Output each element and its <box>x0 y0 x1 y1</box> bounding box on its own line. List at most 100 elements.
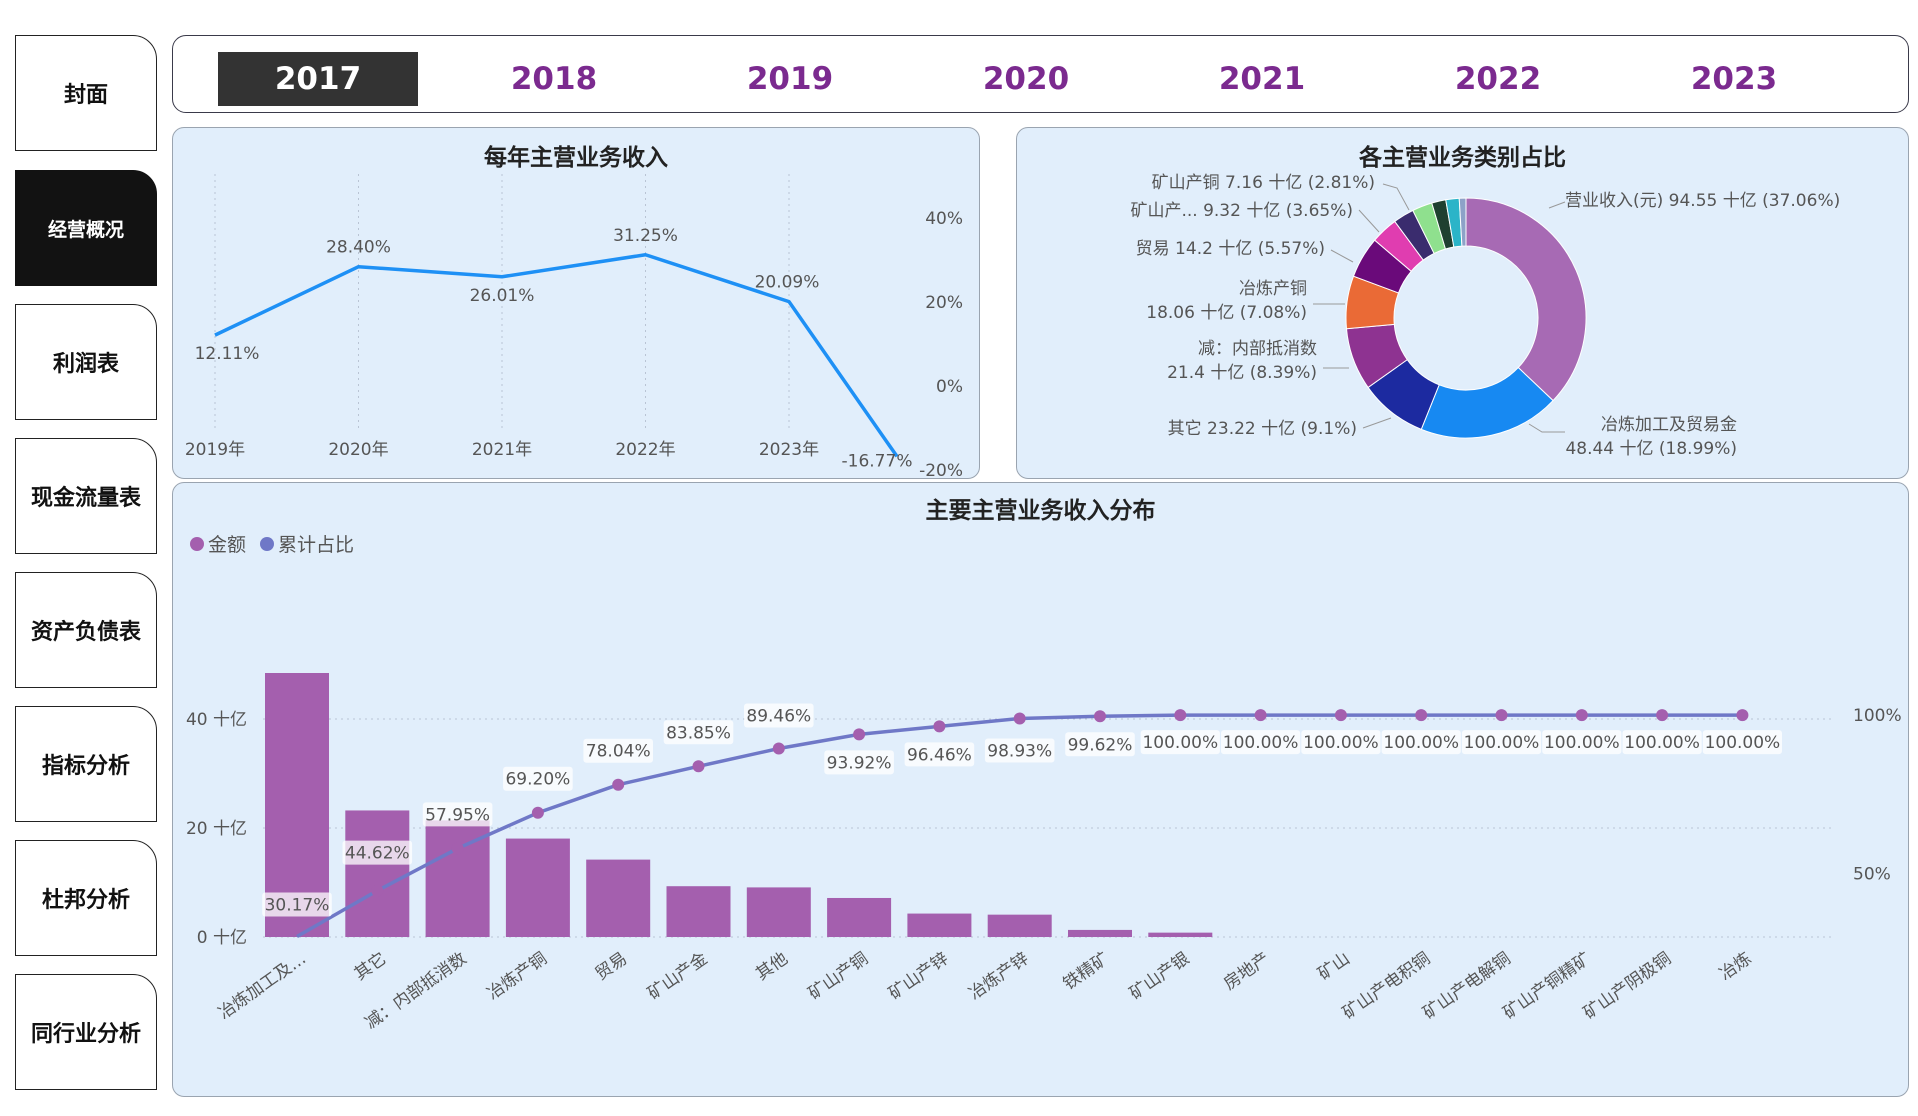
pareto-label-bg <box>984 738 1055 763</box>
nav-item-3[interactable]: 利润表 <box>15 304 157 420</box>
pareto-x-tick: 房地产 <box>1220 949 1273 995</box>
pareto-bar[interactable] <box>907 913 972 937</box>
pareto-cumulative-label: 89.46% <box>746 707 811 727</box>
pareto-cumulative-point[interactable] <box>1736 709 1749 722</box>
pareto-bar[interactable] <box>1068 929 1132 937</box>
pareto-cumulative-point[interactable] <box>933 720 946 733</box>
pareto-label-bg <box>1381 730 1461 755</box>
pareto-cumulative-label: 44.62% <box>345 844 410 864</box>
nav-item-2[interactable]: 经营概况 <box>15 170 157 286</box>
pareto-x-tick: 矿山产阴极铜 <box>1580 949 1675 1024</box>
pareto-label-bg <box>1065 732 1135 757</box>
donut-slice[interactable] <box>1465 197 1587 402</box>
pareto-cumulative-point[interactable] <box>692 760 705 773</box>
line-y-tick: -20% <box>919 461 963 478</box>
pareto-cumulative-label: 100.00% <box>1383 733 1459 753</box>
pareto-cumulative-point[interactable] <box>1013 712 1026 725</box>
pareto-x-tick: 冶炼加工及… <box>215 949 310 1024</box>
pareto-cumulative-point[interactable] <box>451 842 464 855</box>
year-tab-2017[interactable]: 2017 <box>218 52 418 106</box>
donut-label: 其它 23.22 十亿 (9.1%) <box>1168 419 1357 439</box>
line-data-label: 20.09% <box>755 273 820 293</box>
pareto-cumulative-point[interactable] <box>1254 709 1267 722</box>
pareto-bar[interactable] <box>666 886 731 937</box>
nav-item-1[interactable]: 封面 <box>15 35 157 151</box>
line-series <box>214 253 899 458</box>
pareto-label-bg <box>1221 730 1301 755</box>
pareto-cumulative-point[interactable] <box>612 778 625 791</box>
donut-slice[interactable] <box>1458 197 1467 247</box>
pareto-cumulative-point[interactable] <box>371 884 384 897</box>
nav-item-5[interactable]: 资产负债表 <box>15 572 157 688</box>
pareto-cumulative-label: 100.00% <box>1223 733 1299 753</box>
pareto-label-bg <box>1301 730 1381 755</box>
pareto-cumulative-point[interactable] <box>1495 709 1508 722</box>
legend-item-cumulative[interactable]: 累计占比 <box>260 530 354 557</box>
year-tab-2021[interactable]: 2021 <box>1218 61 1306 97</box>
pareto-cumulative-point[interactable] <box>1334 709 1347 722</box>
pareto-cumulative-point[interactable] <box>1094 710 1106 723</box>
year-tab-2020[interactable]: 2020 <box>982 61 1070 97</box>
pareto-cumulative-label: 93.92% <box>827 753 892 773</box>
pareto-cumulative-point[interactable] <box>772 742 785 755</box>
donut-label: 减：内部抵消数 <box>1198 339 1317 359</box>
revenue-distribution-panel: 主要主营业务收入分布 0 十亿 20 十亿 40 十亿 50% 100% 冶炼加工及… 其它… <box>172 482 1909 1097</box>
legend-item-amount[interactable]: 金额 <box>190 530 246 557</box>
pareto-bar[interactable] <box>746 887 811 937</box>
pareto-x-tick: 矿山产锌 <box>885 949 952 1004</box>
donut-label: 21.4 十亿 (8.39%) <box>1167 363 1317 383</box>
pareto-bar[interactable] <box>586 859 651 937</box>
nav-item-7[interactable]: 杜邦分析 <box>15 840 157 956</box>
year-tab-2022[interactable]: 2022 <box>1454 61 1542 97</box>
line-x-tick: 2019年 <box>185 440 245 460</box>
pareto-cumulative-point[interactable] <box>1575 709 1588 722</box>
annual-revenue-title: 每年主营业务收入 <box>484 145 668 171</box>
pareto-x-tick: 冶炼 <box>1716 949 1755 985</box>
nav-item-6[interactable]: 指标分析 <box>15 706 157 822</box>
pareto-bar[interactable] <box>345 810 410 937</box>
donut-leader-line <box>1548 201 1566 209</box>
pareto-y-tick: 20 十亿 <box>186 819 247 839</box>
year-tab-2019[interactable]: 2019 <box>746 61 834 97</box>
year-selector: 2017 2018 2019 2020 2021 2022 2023 <box>172 35 1909 113</box>
pareto-cumulative-point[interactable] <box>1415 709 1428 722</box>
legend-dot-cumulative <box>260 536 275 551</box>
pareto-label-bg <box>1622 730 1702 755</box>
pareto-cumulative-label: 100.00% <box>1544 733 1620 753</box>
pareto-label-bg <box>1542 730 1622 755</box>
pareto-label-bg <box>824 750 894 775</box>
pareto-cumulative-label: 100.00% <box>1142 733 1218 753</box>
pareto-cumulative-label: 30.17% <box>265 895 330 915</box>
pareto-label-bg <box>663 720 734 745</box>
pareto-cumulative-label: 100.00% <box>1705 733 1781 753</box>
pareto-x-tick: 矿山产银 <box>1126 949 1193 1004</box>
line-x-tick: 2023年 <box>759 440 819 460</box>
nav-item-8[interactable]: 同行业分析 <box>15 974 157 1090</box>
pareto-cumulative-point[interactable] <box>531 806 544 819</box>
pareto-y-tick: 0 十亿 <box>197 928 247 948</box>
line-x-tick: 2020年 <box>328 440 388 460</box>
pareto-bar[interactable] <box>987 914 1052 937</box>
pareto-cumulative-label: 57.95% <box>425 805 490 825</box>
line-data-label: 12.11% <box>195 344 260 364</box>
nav-item-4[interactable]: 现金流量表 <box>15 438 157 554</box>
pareto-bar[interactable] <box>827 897 892 937</box>
pareto-label-bg <box>262 892 332 917</box>
legend-label-amount: 金额 <box>208 534 247 556</box>
pareto-x-tick: 其他 <box>752 949 791 985</box>
year-tab-2023[interactable]: 2023 <box>1690 61 1778 97</box>
pareto-cumulative-point[interactable] <box>853 728 866 741</box>
pareto-bar[interactable] <box>1148 932 1213 937</box>
pareto-cumulative-point[interactable] <box>1656 709 1669 722</box>
pareto-bar[interactable] <box>505 838 570 937</box>
pareto-cumulative-point[interactable] <box>1174 709 1187 722</box>
year-tab-2018[interactable]: 2018 <box>510 61 598 97</box>
donut-label: 冶炼加工及贸易金 <box>1601 415 1737 435</box>
line-data-label: -16.77% <box>842 451 913 471</box>
line-x-tick: 2021年 <box>472 440 532 460</box>
pareto-x-tick: 冶炼产铜 <box>484 949 551 1004</box>
revenue-distribution-title: 主要主营业务收入分布 <box>925 498 1156 524</box>
pareto-cumulative-label: 98.93% <box>987 741 1052 761</box>
annual-revenue-line-chart: 2019年 2020年 2021年 2022年 2023年 40% 20% 0% -20% 12.… <box>185 174 963 478</box>
